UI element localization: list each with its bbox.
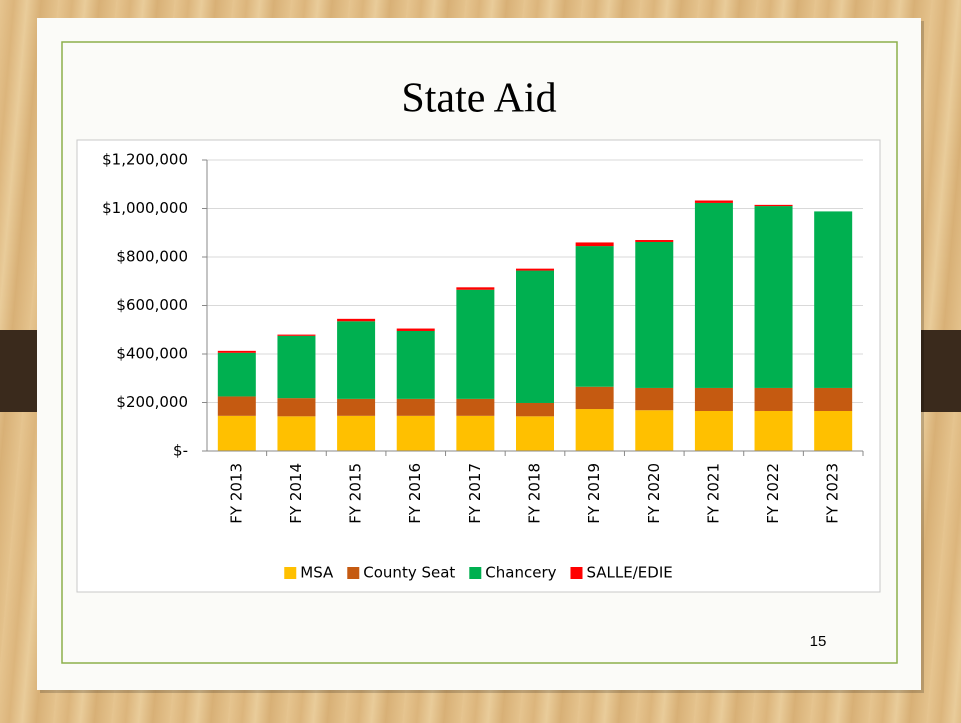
y-tick-label: $600,000 [116, 296, 188, 314]
x-tick-label: FY 2016 [406, 463, 424, 524]
bar-segment [397, 329, 435, 331]
bar-segment [755, 205, 793, 206]
bar-segment [456, 287, 494, 289]
bar-segment [695, 200, 733, 202]
x-tick-label: FY 2014 [287, 463, 305, 524]
bar-segment [516, 403, 554, 416]
legend-swatch [347, 567, 359, 579]
y-tick-label: $1,200,000 [102, 151, 188, 169]
y-tick-label: $- [173, 442, 188, 460]
legend-swatch [284, 567, 296, 579]
bar-segment [456, 290, 494, 399]
bar-segment [218, 351, 256, 353]
bar-segment [277, 416, 315, 451]
bar-segment [814, 388, 852, 411]
bar-segment [516, 416, 554, 451]
page-number: 15 [810, 633, 827, 650]
bar-segment [695, 203, 733, 388]
y-tick-label: $1,000,000 [102, 199, 188, 217]
legend-swatch [469, 567, 481, 579]
x-tick-label: FY 2019 [585, 463, 603, 524]
bar-segment [814, 211, 852, 388]
y-tick-label: $400,000 [116, 345, 188, 363]
bar-segment [516, 271, 554, 403]
bar-segment [576, 246, 614, 387]
y-tick-label: $800,000 [116, 248, 188, 266]
bar-segment [456, 416, 494, 451]
x-tick-label: FY 2021 [704, 463, 722, 524]
bar-segment [635, 240, 673, 242]
bar-segment [814, 411, 852, 451]
bar-segment [337, 416, 375, 451]
chart-title: State Aid [401, 76, 556, 122]
bar-segment [277, 335, 315, 336]
x-tick-label: FY 2020 [645, 463, 663, 524]
x-tick-label: FY 2023 [824, 463, 842, 524]
bar-segment [218, 396, 256, 415]
legend-label: Chancery [485, 564, 556, 582]
bar-segment [277, 398, 315, 416]
bar-segment [635, 242, 673, 388]
x-tick-label: FY 2017 [466, 463, 484, 524]
x-tick-label: FY 2015 [347, 463, 365, 524]
bar-segment [755, 411, 793, 451]
bar-segment [277, 336, 315, 398]
x-tick-label: FY 2018 [526, 463, 544, 524]
bar-segment [337, 319, 375, 321]
bar-segment [397, 416, 435, 451]
bar-segment [456, 399, 494, 416]
x-tick-label: FY 2013 [227, 463, 245, 524]
bar-segment [576, 242, 614, 246]
y-tick-label: $200,000 [116, 393, 188, 411]
legend-label: MSA [300, 564, 334, 582]
legend-label: SALLE/EDIE [586, 564, 672, 582]
legend-label: County Seat [363, 564, 455, 582]
bar-segment [397, 331, 435, 399]
bar-segment [337, 399, 375, 416]
bar-segment [635, 410, 673, 451]
bar-segment [516, 269, 554, 271]
bar-segment [755, 206, 793, 388]
slide-canvas: State Aid 15 $- $200,000 $400,000 $600,000 $… [0, 0, 961, 723]
bar-segment [576, 387, 614, 409]
bar-segment [635, 388, 673, 410]
bar-segment [397, 399, 435, 416]
x-tick-label: FY 2022 [764, 463, 782, 524]
legend-swatch [570, 567, 582, 579]
bar-segment [695, 388, 733, 411]
bar-segment [695, 411, 733, 451]
bar-segment [576, 409, 614, 451]
bar-segment [218, 353, 256, 397]
page: {"chart_data": {"type": "stacked-bar", "… [0, 0, 961, 723]
bar-segment [337, 321, 375, 399]
bar-segment [218, 416, 256, 451]
bar-segment [755, 388, 793, 411]
